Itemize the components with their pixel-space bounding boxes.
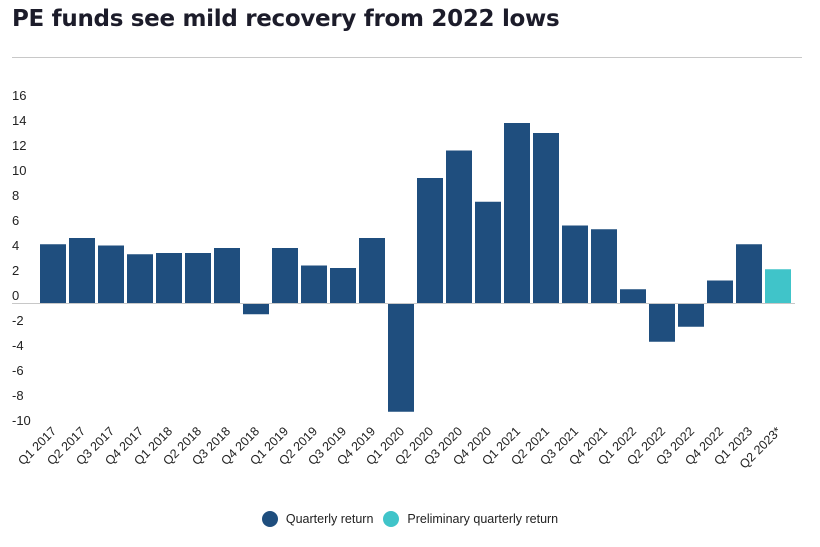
legend: Quarterly return Preliminary quarterly r… bbox=[0, 511, 820, 527]
bar-q4-2018 bbox=[243, 303, 269, 315]
bar-q2-2023 bbox=[765, 269, 791, 303]
bar-q3-2020 bbox=[446, 150, 472, 303]
title-divider bbox=[12, 57, 802, 58]
y-tick-label: -2 bbox=[12, 313, 24, 328]
y-tick-label: 8 bbox=[12, 188, 19, 203]
bar-q2-2021 bbox=[533, 133, 559, 303]
y-tick-label: -4 bbox=[12, 338, 24, 353]
bar-q3-2017 bbox=[98, 245, 124, 303]
bar-q2-2017 bbox=[69, 238, 95, 303]
legend-label: Quarterly return bbox=[285, 512, 374, 526]
bar-q3-2022 bbox=[678, 303, 704, 327]
bar-q3-2021 bbox=[562, 225, 588, 303]
bar-q1-2017 bbox=[40, 244, 66, 303]
bar-q4-2019 bbox=[359, 238, 385, 303]
y-tick-label: -8 bbox=[12, 388, 24, 403]
legend-label: Preliminary quarterly return bbox=[407, 512, 559, 526]
bars bbox=[40, 123, 791, 412]
bar-q2-2019 bbox=[301, 265, 327, 303]
y-tick-label: 6 bbox=[12, 213, 19, 228]
bar-q2-2020 bbox=[417, 178, 443, 303]
bar-q4-2017 bbox=[127, 254, 153, 303]
y-tick-label: 4 bbox=[12, 238, 19, 253]
bar-q3-2019 bbox=[330, 268, 356, 303]
chart-title: PE funds see mild recovery from 2022 low… bbox=[12, 6, 560, 32]
bar-q2-2018 bbox=[185, 253, 211, 303]
y-tick-label: 12 bbox=[12, 138, 26, 153]
bar-q1-2023 bbox=[736, 244, 762, 303]
y-tick-label: 2 bbox=[12, 263, 19, 278]
bar-q1-2019 bbox=[272, 248, 298, 303]
bar-q1-2020 bbox=[388, 303, 414, 412]
bar-q2-2022 bbox=[649, 303, 675, 342]
y-tick-label: -6 bbox=[12, 363, 24, 378]
legend-item-quarterly-return: Quarterly return bbox=[261, 511, 374, 527]
bar-q4-2021 bbox=[591, 229, 617, 303]
y-axis: 16 14 12 10 8 6 4 2 0 -2 -4 -6 -8 -10 bbox=[12, 88, 31, 428]
y-tick-label: 0 bbox=[12, 288, 19, 303]
bar-q3-2018 bbox=[214, 248, 240, 303]
bar-q1-2021 bbox=[504, 123, 530, 303]
y-tick-label: 16 bbox=[12, 88, 26, 103]
bar-q4-2020 bbox=[475, 201, 501, 303]
y-tick-label: -10 bbox=[12, 413, 31, 428]
legend-swatch-icon bbox=[261, 511, 278, 527]
y-tick-label: 14 bbox=[12, 113, 26, 128]
legend-swatch-icon bbox=[383, 511, 400, 527]
legend-item-preliminary-return: Preliminary quarterly return bbox=[383, 511, 558, 527]
y-tick-label: 10 bbox=[12, 163, 26, 178]
bar-q1-2018 bbox=[156, 253, 182, 303]
bar-q1-2022 bbox=[620, 289, 646, 303]
bar-q4-2022 bbox=[707, 280, 733, 303]
